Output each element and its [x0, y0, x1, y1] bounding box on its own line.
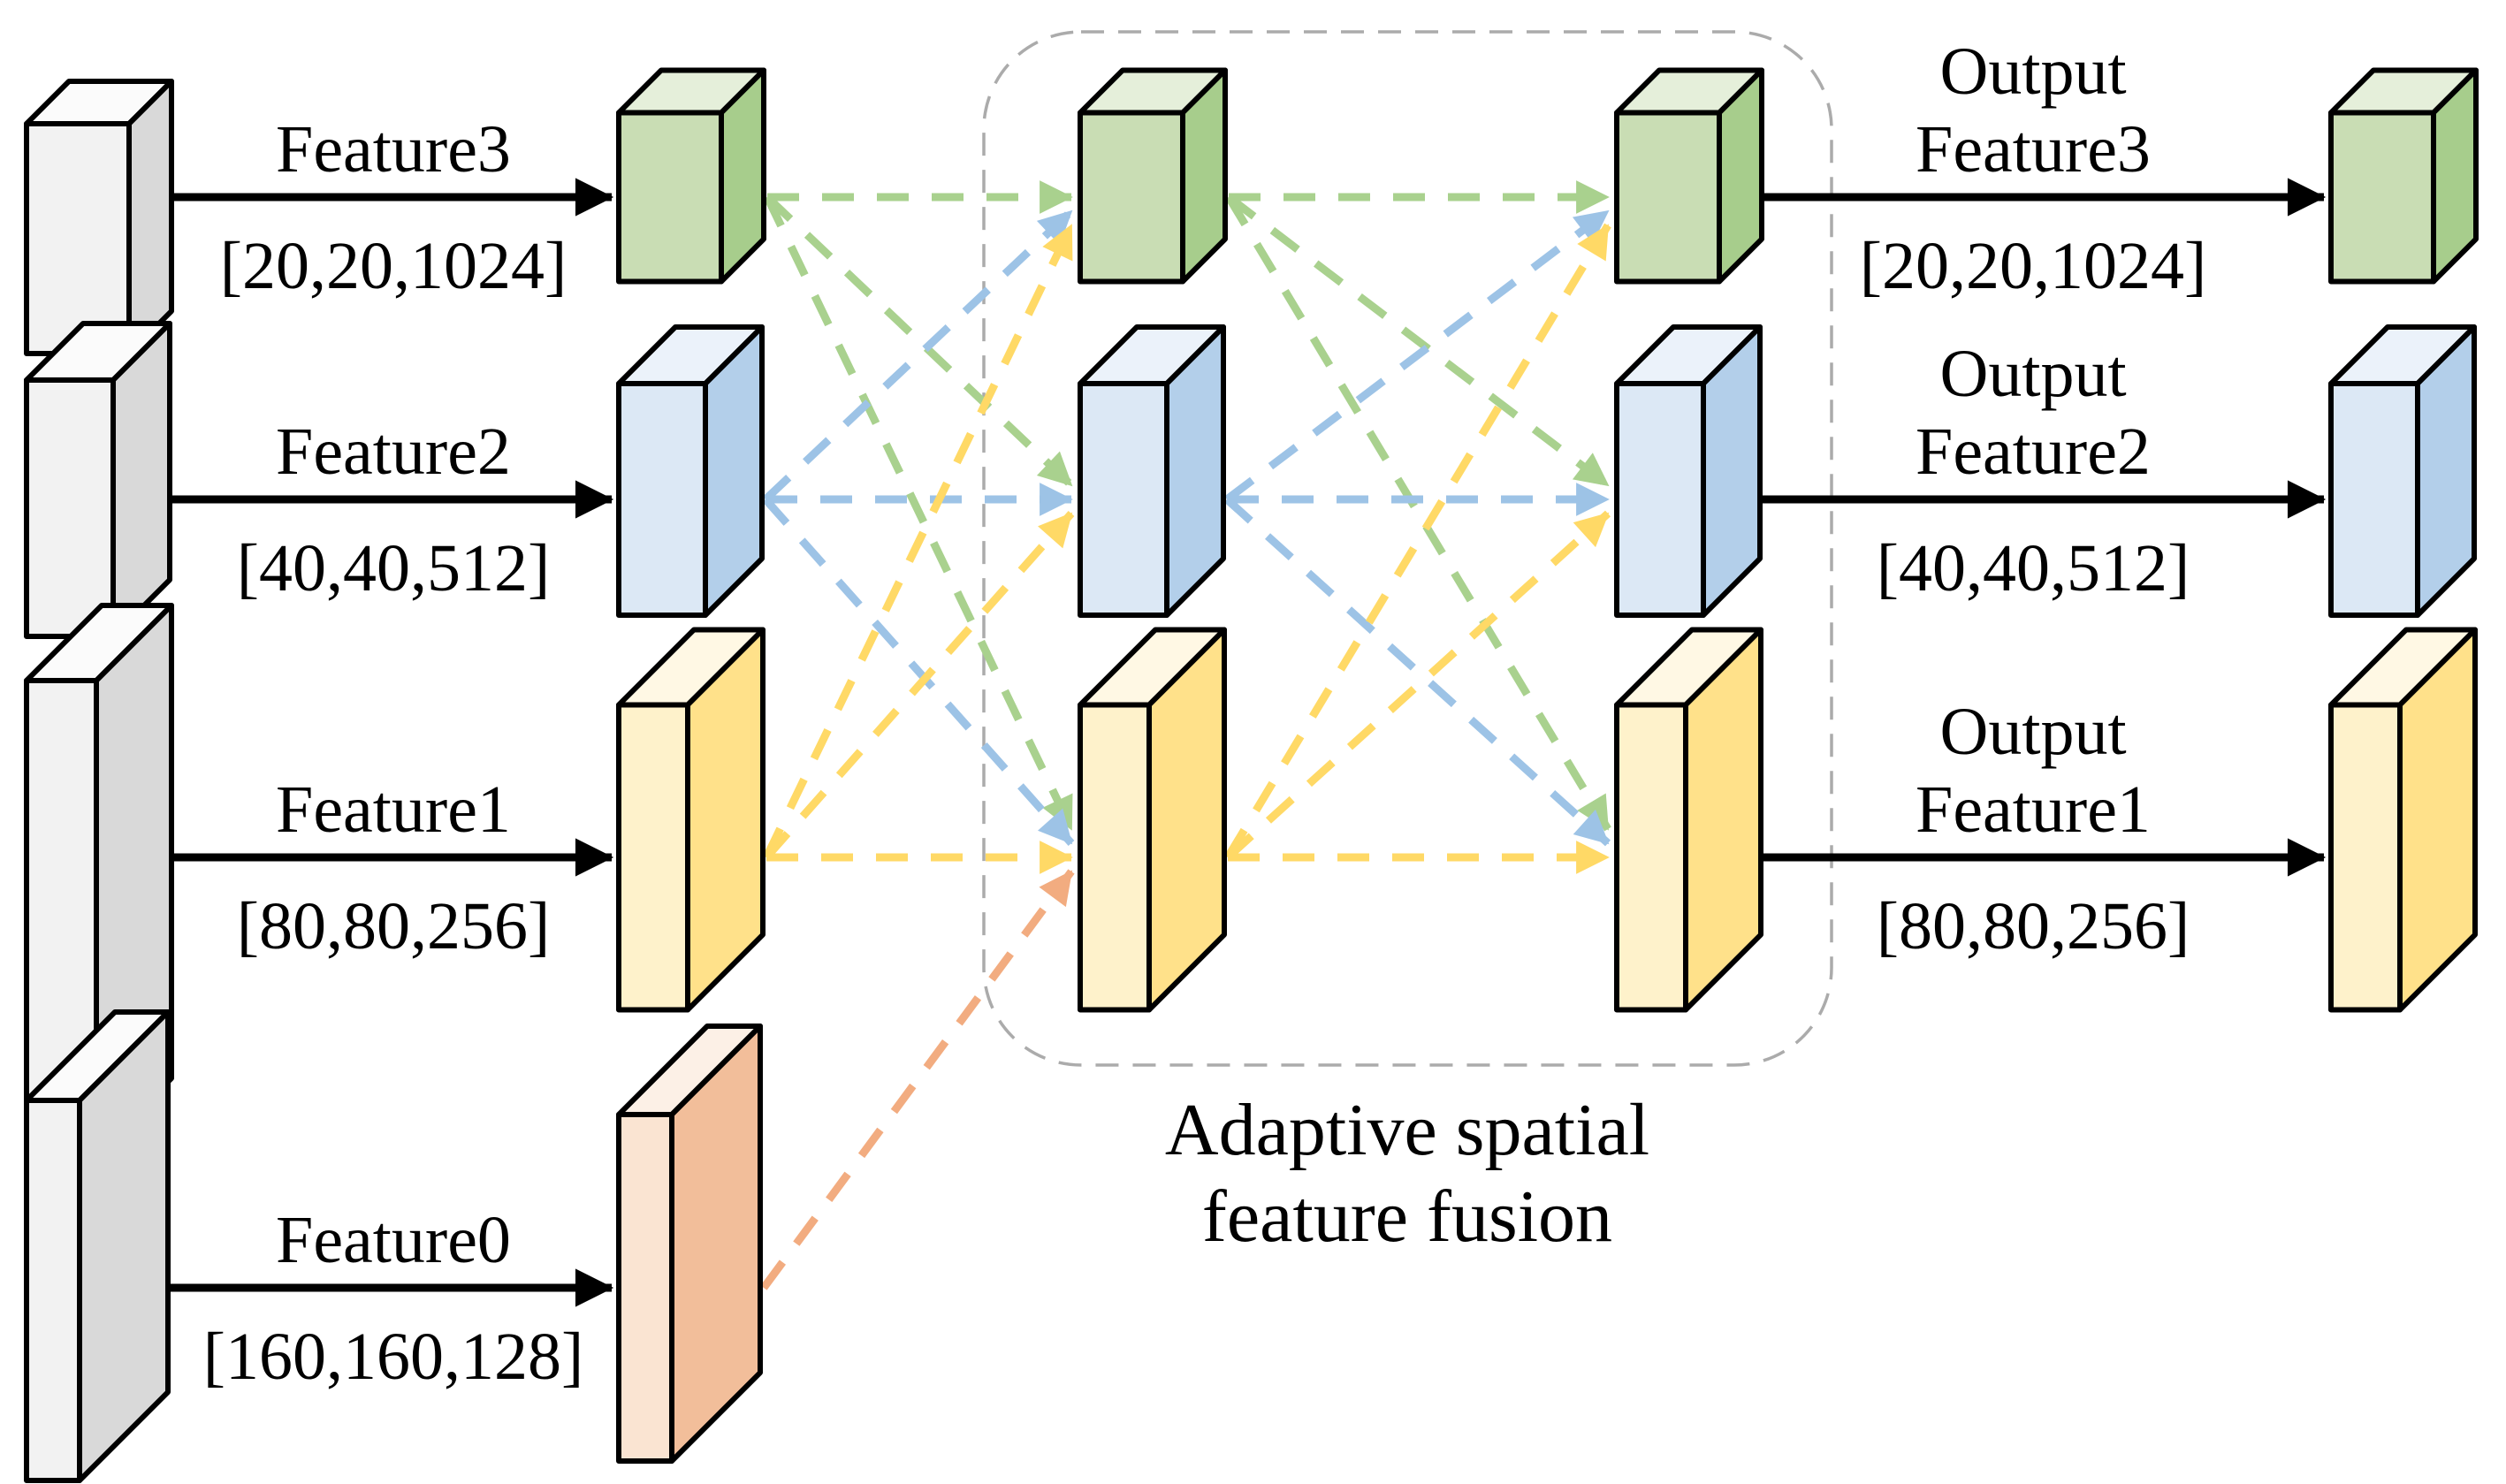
output-box-feature2-front-face	[2328, 381, 2420, 618]
feature-box-feature2-front-face	[616, 381, 708, 618]
fusion-out-box-feature1	[1614, 627, 1763, 1013]
input-box-feature2	[24, 321, 172, 639]
output-box-feature1	[2328, 627, 2478, 1013]
stage2-connection-row0-to-row1	[1226, 194, 1611, 489]
fusion-mid-box-feature1	[1078, 627, 1227, 1013]
output-feature-dims-label: [20,20,1024]	[1860, 229, 2207, 303]
stage2-connection-row1-to-row2	[1223, 496, 1611, 847]
output-feature-label: Feature1	[1916, 772, 2151, 847]
input-box-feature2-side-face	[110, 321, 172, 639]
fusion-out-box-feature3	[1614, 67, 1764, 285]
fusion-mid-box-feature2	[1078, 324, 1226, 618]
fusion-caption-line2: feature fusion	[1202, 1176, 1612, 1258]
stage1-connection-feature2-to-row0	[762, 208, 1075, 503]
stage1-connection-feature1-to-row1	[763, 511, 1075, 860]
fusion-out-box-feature2	[1614, 324, 1763, 618]
feature-box-feature1-front-face	[616, 702, 690, 1013]
input-feature-dims-label: [40,40,512]	[237, 531, 551, 605]
input-feature-dims-label: [80,80,256]	[237, 889, 551, 963]
output-prefix-label: Output	[1939, 337, 2126, 411]
feature-box-feature0	[616, 1024, 763, 1464]
input-box-feature3-side-face	[126, 79, 174, 356]
fusion-out-box-feature1-front-face	[1614, 702, 1688, 1013]
stage2-connection-row0-to-row2	[1225, 194, 1611, 832]
input-box-feature3-front-face	[24, 121, 132, 356]
input-box-feature0-front-face	[24, 1098, 82, 1483]
output-box-feature3-front-face	[2328, 110, 2436, 285]
fusion-mid-box-feature3-front-face	[1078, 110, 1185, 285]
stage2-connection-row2-to-row0	[1224, 223, 1611, 860]
input-box-feature0	[24, 1009, 171, 1483]
stage2-connection-row1-to-row0	[1224, 208, 1611, 503]
input-feature-dims-label: [20,20,1024]	[220, 229, 567, 303]
stage1-connection-feature0-to-row2	[760, 869, 1075, 1290]
feature-box-feature3-front-face	[616, 110, 724, 285]
stage1-connection-feature1-to-row0	[762, 224, 1076, 859]
feature-box-feature2	[616, 324, 765, 618]
input-feature-label: Feature2	[276, 415, 511, 489]
output-box-feature2	[2328, 324, 2477, 618]
input-feature-label: Feature3	[276, 112, 511, 186]
stage1-connection-feature3-to-row2	[763, 195, 1076, 831]
stage1-connection-feature3-to-row1	[764, 194, 1075, 489]
stage2-connection-row2-to-row1	[1224, 510, 1611, 861]
stage1-connection-feature2-to-row2	[762, 497, 1075, 846]
fusion-out-box-feature2-front-face	[1614, 381, 1706, 618]
output-feature-label: Feature3	[1916, 112, 2151, 186]
input-feature-label: Feature1	[276, 772, 511, 847]
output-feature-label: Feature2	[1916, 415, 2151, 489]
output-box-feature1-front-face	[2328, 702, 2403, 1013]
fusion-mid-box-feature1-front-face	[1078, 702, 1152, 1013]
input-box-feature2-front-face	[24, 377, 116, 639]
input-feature-dims-label: [160,160,128]	[203, 1320, 584, 1394]
output-prefix-label: Output	[1939, 34, 2126, 109]
output-feature-dims-label: [80,80,256]	[1877, 889, 2190, 963]
fusion-boundary-box	[982, 30, 1833, 1067]
fusion-caption-line1: Adaptive spatial	[1165, 1089, 1649, 1171]
output-feature-dims-label: [40,40,512]	[1877, 531, 2190, 605]
input-box-feature3	[24, 79, 174, 356]
input-feature-label: Feature0	[276, 1203, 511, 1277]
feature-box-feature3	[616, 67, 766, 285]
feature-box-feature1	[616, 627, 766, 1013]
feature-box-feature0-front-face	[616, 1112, 674, 1464]
fusion-mid-box-feature3	[1078, 67, 1228, 285]
fusion-mid-box-feature2-front-face	[1078, 381, 1169, 618]
output-prefix-label: Output	[1939, 695, 2126, 769]
fusion-out-box-feature3-front-face	[1614, 110, 1722, 285]
output-box-feature3	[2328, 67, 2479, 285]
